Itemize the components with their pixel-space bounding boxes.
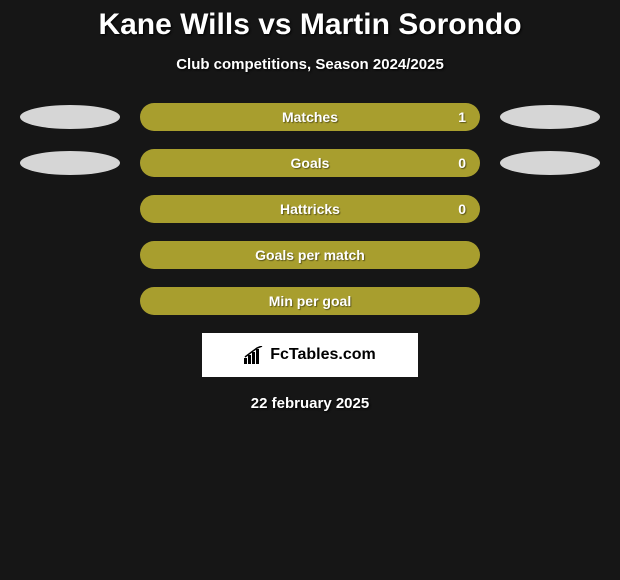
bar-label: Min per goal bbox=[140, 287, 480, 315]
stat-bar: Goals0 bbox=[140, 149, 480, 177]
date-line: 22 february 2025 bbox=[0, 395, 620, 412]
subtitle: Club competitions, Season 2024/2025 bbox=[0, 56, 620, 73]
stat-row: Goals per match bbox=[0, 241, 620, 269]
bar-value: 0 bbox=[458, 195, 466, 223]
stat-bar: Goals per match bbox=[140, 241, 480, 269]
page-title: Kane Wills vs Martin Sorondo bbox=[0, 0, 620, 42]
brand-badge[interactable]: FcTables.com bbox=[202, 333, 418, 377]
left-ellipse bbox=[20, 105, 120, 129]
stat-row: Min per goal bbox=[0, 287, 620, 315]
bar-label: Goals per match bbox=[140, 241, 480, 269]
left-ellipse bbox=[20, 151, 120, 175]
stat-row: Goals0 bbox=[0, 149, 620, 177]
bar-label: Goals bbox=[140, 149, 480, 177]
bar-label: Matches bbox=[140, 103, 480, 131]
right-ellipse bbox=[500, 105, 600, 129]
stat-row: Hattricks0 bbox=[0, 195, 620, 223]
bar-chart-icon bbox=[244, 346, 264, 364]
stat-row: Matches1 bbox=[0, 103, 620, 131]
stat-bar: Matches1 bbox=[140, 103, 480, 131]
right-ellipse bbox=[500, 151, 600, 175]
stat-bar: Min per goal bbox=[140, 287, 480, 315]
brand-text: FcTables.com bbox=[270, 346, 376, 364]
stat-bar: Hattricks0 bbox=[140, 195, 480, 223]
comparison-chart: Matches1Goals0Hattricks0Goals per matchM… bbox=[0, 103, 620, 315]
bar-value: 1 bbox=[458, 103, 466, 131]
bar-label: Hattricks bbox=[140, 195, 480, 223]
bar-value: 0 bbox=[458, 149, 466, 177]
